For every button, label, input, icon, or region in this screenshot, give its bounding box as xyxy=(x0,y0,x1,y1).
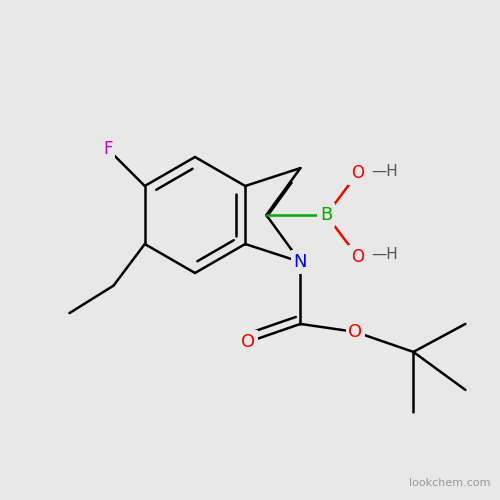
Text: lookchem.com: lookchem.com xyxy=(408,478,490,488)
Text: —H: —H xyxy=(372,164,398,179)
Text: O: O xyxy=(351,248,364,266)
Text: B: B xyxy=(320,206,332,224)
Text: O: O xyxy=(351,164,364,182)
Text: O: O xyxy=(348,323,362,341)
Text: N: N xyxy=(294,253,307,271)
Text: —H: —H xyxy=(372,247,398,262)
Text: O: O xyxy=(242,333,256,351)
Text: F: F xyxy=(104,140,113,158)
